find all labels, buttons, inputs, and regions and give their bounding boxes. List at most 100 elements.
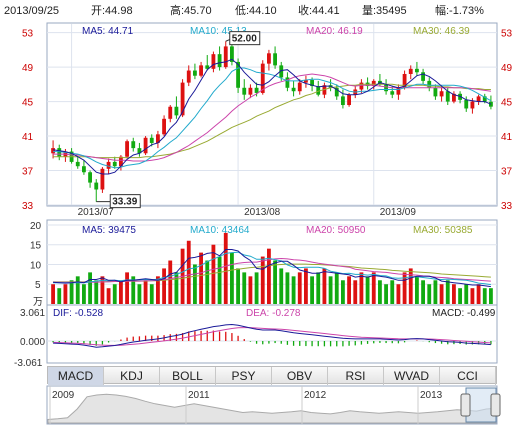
tab-wvad[interactable]: WVAD [384,367,440,385]
legend-ma30: MA30: 46.39 [413,26,470,37]
candle [452,91,456,104]
candle-body [273,53,277,66]
candle-body [384,84,388,92]
candle [408,65,413,80]
volume-bar [217,256,222,304]
volume-bar [94,280,99,304]
candle-body [186,70,191,83]
volume-bar [359,272,364,304]
volume-bar [353,280,358,304]
header-open: 开:44.98 [91,5,133,17]
price-annotations: 52.00 33.39 [96,31,261,209]
candle-body [347,94,351,106]
x-tick-label: 2013/08 [244,207,281,218]
tab-kdj[interactable]: KDJ [104,367,160,385]
volume-bar [119,280,123,304]
tab-boll[interactable]: BOLL [160,367,216,385]
tab-macd[interactable]: MACD [48,367,104,385]
candle-body [415,68,419,73]
candle-body [236,61,240,88]
dif-line [53,323,491,348]
quote-header: 2013/09/25 开:44.98 高:45.70 低:44.10 收:44.… [4,3,484,17]
candle [304,75,308,88]
navigator-right-handle[interactable] [490,393,501,417]
candle [75,155,80,169]
volume-bar [186,240,191,304]
candle [285,72,290,92]
volume-bar [427,284,432,304]
candlestick-series [51,41,493,202]
candle-body [464,99,469,109]
vol-ma10-line [53,251,491,286]
tab-rsi[interactable]: RSI [328,367,384,385]
candle [94,179,99,202]
volume-bar [439,284,444,304]
volume-bar [470,288,475,304]
volume-bar [396,284,401,304]
volume-unit: 万 [33,297,43,308]
price-grid [47,24,497,206]
candle-body [390,91,395,95]
volume-bar [199,252,203,304]
volume-tick-label: 20 [30,221,42,232]
volume-bar [458,288,462,304]
volume-y-axis: 5 10 15 20 [30,221,42,291]
header-close: 收:44.41 [298,3,340,17]
candle [267,49,271,71]
candle-body [427,80,432,88]
candle [199,61,203,78]
candle-body [88,172,92,183]
navigator-year-label: 2009 [52,390,75,401]
candle-body [260,63,265,93]
candle [100,167,105,193]
candle [230,42,234,66]
candle-body [82,166,86,173]
volume-legend: MA5: 39475 MA10: 43464 MA20: 50950 MA30:… [33,225,473,308]
volume-bar [193,264,197,304]
candle-body [143,137,148,154]
candle-body [408,68,413,74]
tab-cci[interactable]: CCI [440,367,496,385]
candle [217,46,222,71]
candle-body [125,141,129,157]
volume-bar [291,276,296,304]
vol-legend-ma20: MA20: 50950 [306,225,366,236]
candle-body [359,82,364,90]
candle [421,68,425,85]
candle-body [131,141,136,149]
candle-body [205,65,210,69]
tab-psy[interactable]: PSY [216,367,272,385]
candle-body [199,65,203,76]
candle [433,84,438,100]
vol-legend-ma10: MA10: 43464 [190,225,250,236]
candle [131,137,136,152]
candle [174,96,179,119]
volume-bar [452,284,456,304]
volume-bar [390,280,395,304]
x-tick-label: 2013/07 [78,207,115,218]
volume-tick-label: 5 [35,280,41,291]
navigator-left-handle[interactable] [460,393,471,417]
candle-body [297,82,302,92]
candle-body [304,80,308,83]
tab-obv[interactable]: OBV [272,367,328,385]
volume-bar [482,288,487,304]
navigator-year-label: 2013 [420,390,443,401]
volume-bar [174,272,179,304]
candle-body [452,93,456,102]
candle [112,156,117,169]
candle-body [254,87,259,93]
price-tick-label: 45 [22,98,34,109]
volume-bar [489,288,493,304]
candle-body [439,91,444,97]
candle-body [341,96,345,106]
volume-bar [347,276,351,304]
candle-body [174,106,179,116]
ma5-line [53,58,492,175]
price-tick-label: 49 [22,63,34,74]
volume-bar [248,276,253,304]
volume-bar [143,280,148,304]
volume-bar [230,252,234,304]
macd-lines [53,323,491,348]
price-panel-frame [46,22,498,207]
